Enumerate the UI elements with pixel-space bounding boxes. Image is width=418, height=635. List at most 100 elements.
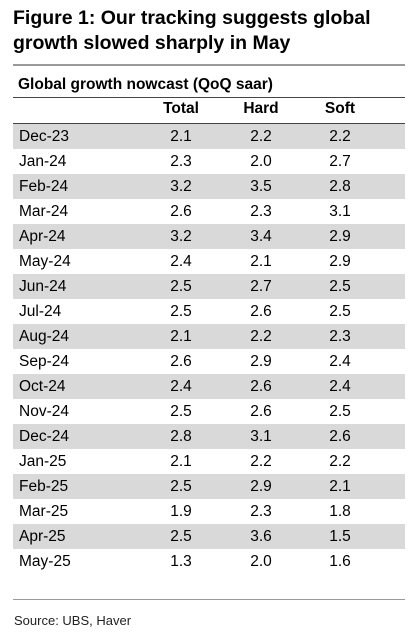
table-cell-total: 2.5	[170, 528, 192, 545]
table-cell-hard: 2.3	[250, 203, 272, 220]
table-cell-total: 2.4	[170, 253, 192, 270]
table-cell-hard: 2.3	[250, 503, 272, 520]
table-cell-hard: 2.2	[250, 328, 272, 345]
table-cell-hard: 2.6	[250, 378, 272, 395]
table-cell-total: 2.3	[170, 153, 192, 170]
table-cell-soft: 2.4	[329, 353, 351, 370]
table-cell-hard: 2.9	[250, 478, 272, 495]
table-row: Feb-24 3.2 3.5 2.8	[13, 174, 405, 199]
table-cell-soft: 2.8	[329, 178, 351, 195]
row-label: Jan-25	[19, 453, 67, 470]
table-row: Dec-24 2.8 3.1 2.6	[13, 424, 405, 449]
column-header-hard: Hard	[243, 100, 279, 117]
table-cell-hard: 2.0	[250, 153, 272, 170]
title-divider	[13, 64, 405, 66]
table-cell-soft: 2.5	[329, 303, 351, 320]
table-row: Apr-24 3.2 3.4 2.9	[13, 224, 405, 249]
table-row: Dec-23 2.1 2.2 2.2	[13, 124, 405, 149]
row-label: Dec-24	[19, 428, 69, 445]
column-header-total: Total	[163, 100, 199, 117]
table-row: Jul-24 2.5 2.6 2.5	[13, 299, 405, 324]
table-cell-soft: 1.6	[329, 553, 351, 570]
table-cell-total: 2.8	[170, 428, 192, 445]
table-cell-soft: 2.4	[329, 378, 351, 395]
table-cell-soft: 2.1	[329, 478, 351, 495]
row-label: Mar-24	[19, 203, 69, 220]
table-cell-total: 2.1	[170, 328, 192, 345]
table-row: Nov-24 2.5 2.6 2.5	[13, 399, 405, 424]
table-cell-hard: 3.6	[250, 528, 272, 545]
row-label: Jul-24	[19, 303, 62, 320]
table-title: Global growth nowcast (QoQ saar)	[18, 76, 273, 93]
table-cell-total: 1.9	[170, 503, 192, 520]
row-label: Oct-24	[19, 378, 66, 395]
table-row: Sep-24 2.6 2.9 2.4	[13, 349, 405, 374]
table-cell-soft: 2.2	[329, 453, 351, 470]
row-label: May-25	[19, 553, 71, 570]
table-cell-soft: 2.2	[329, 128, 351, 145]
table-cell-total: 2.5	[170, 278, 192, 295]
row-label: Feb-24	[19, 178, 69, 195]
table-row: May-24 2.4 2.1 2.9	[13, 249, 405, 274]
table-cell-total: 2.6	[170, 353, 192, 370]
table-cell-hard: 2.1	[250, 253, 272, 270]
bottom-divider	[13, 599, 405, 600]
row-label: May-24	[19, 253, 71, 270]
table-cell-hard: 2.2	[250, 128, 272, 145]
table-cell-soft: 2.7	[329, 153, 351, 170]
table-cell-total: 2.5	[170, 403, 192, 420]
row-label: Mar-25	[19, 503, 69, 520]
table-cell-total: 2.6	[170, 203, 192, 220]
table-row: Oct-24 2.4 2.6 2.4	[13, 374, 405, 399]
table-row: Aug-24 2.1 2.2 2.3	[13, 324, 405, 349]
table-cell-hard: 2.2	[250, 453, 272, 470]
table-cell-hard: 3.5	[250, 178, 272, 195]
table-cell-soft: 2.9	[329, 228, 351, 245]
table-row: Jan-24 2.3 2.0 2.7	[13, 149, 405, 174]
column-header-divider	[13, 123, 405, 124]
row-label: Nov-24	[19, 403, 69, 420]
table-cell-total: 2.1	[170, 128, 192, 145]
table-cell-hard: 3.4	[250, 228, 272, 245]
table-row: May-25 1.3 2.0 1.6	[13, 549, 405, 574]
table-row: Mar-25 1.9 2.3 1.8	[13, 499, 405, 524]
table-row: Jun-24 2.5 2.7 2.5	[13, 274, 405, 299]
table-cell-soft: 1.5	[329, 528, 351, 545]
table-cell-hard: 2.9	[250, 353, 272, 370]
table-cell-soft: 2.6	[329, 428, 351, 445]
row-label: Sep-24	[19, 353, 69, 370]
table-cell-total: 3.2	[170, 178, 192, 195]
table-row: Jan-25 2.1 2.2 2.2	[13, 449, 405, 474]
header-divider	[13, 97, 405, 98]
table-cell-total: 1.3	[170, 553, 192, 570]
table-cell-soft: 2.5	[329, 403, 351, 420]
table-row: Apr-25 2.5 3.6 1.5	[13, 524, 405, 549]
table-cell-total: 2.5	[170, 478, 192, 495]
table-cell-total: 2.1	[170, 453, 192, 470]
table-cell-hard: 3.1	[250, 428, 272, 445]
figure-title: Figure 1: Our tracking suggests global g…	[13, 7, 371, 54]
row-label: Jan-24	[19, 153, 67, 170]
table-row: Mar-24 2.6 2.3 3.1	[13, 199, 405, 224]
row-label: Jun-24	[19, 278, 67, 295]
row-label: Apr-25	[19, 528, 66, 545]
row-label: Apr-24	[19, 228, 66, 245]
table-cell-soft: 3.1	[329, 203, 351, 220]
table-cell-hard: 2.6	[250, 303, 272, 320]
row-label: Feb-25	[19, 478, 69, 495]
table-row: Feb-25 2.5 2.9 2.1	[13, 474, 405, 499]
table-cell-total: 3.2	[170, 228, 192, 245]
column-header-soft: Soft	[324, 100, 356, 117]
row-label: Aug-24	[19, 328, 69, 345]
table-cell-total: 2.5	[170, 303, 192, 320]
table-cell-soft: 2.9	[329, 253, 351, 270]
table-cell-soft: 2.3	[329, 328, 351, 345]
table-body: Dec-23 2.1 2.2 2.2 Jan-24 2.3 2.0 2.7 Feb-24 3.2 3…	[13, 124, 405, 574]
source-note: Source: UBS, Haver	[14, 613, 132, 628]
table-cell-hard: 2.7	[250, 278, 272, 295]
table-cell-soft: 2.5	[329, 278, 351, 295]
table-cell-hard: 2.0	[250, 553, 272, 570]
table-cell-total: 2.4	[170, 378, 192, 395]
table-cell-soft: 1.8	[329, 503, 351, 520]
row-label: Dec-23	[19, 128, 69, 145]
